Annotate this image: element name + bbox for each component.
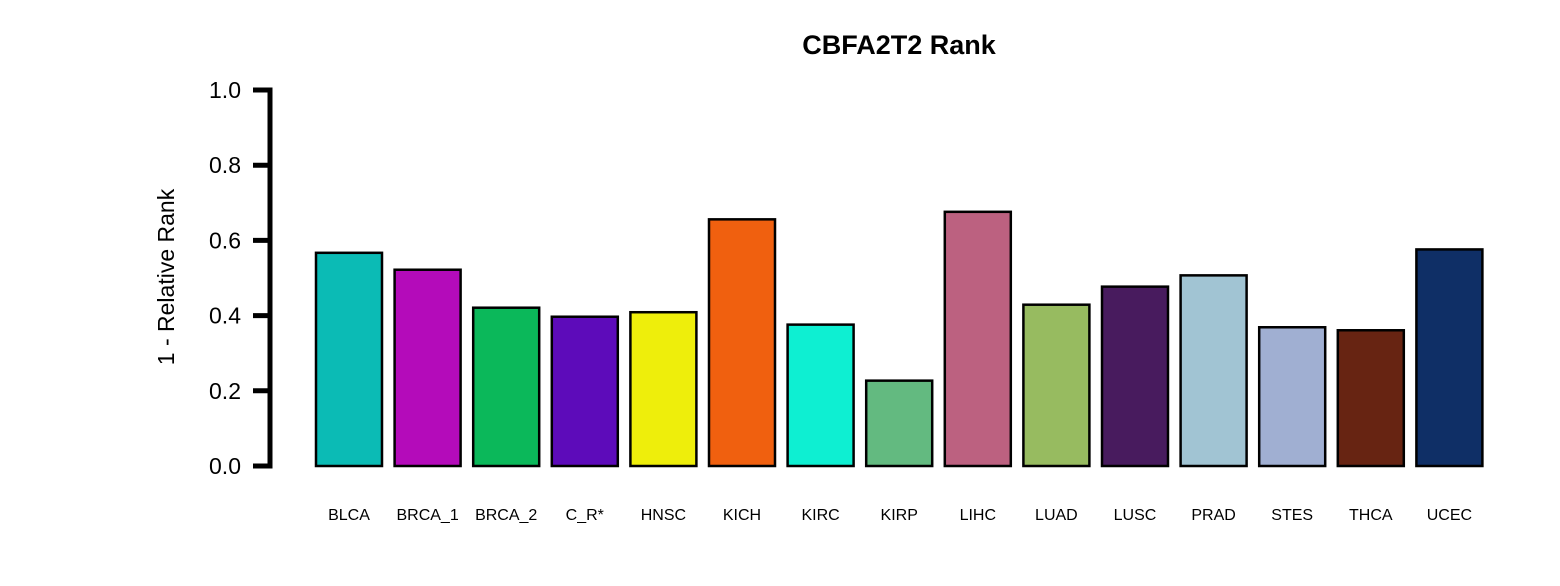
x-tick-label: HNSC [641,507,686,524]
y-tick-label: 0.2 [209,378,241,404]
x-tick-label: KIRC [801,507,839,524]
bar-kich [707,218,777,468]
chart-title: CBFA2T2 Rank [802,30,997,60]
y-axis-label: 1 - Relative Rank [153,188,179,365]
y-tick-label: 0.0 [209,453,241,479]
x-tick-label: BLCA [328,507,370,524]
x-tick-label: UCEC [1427,507,1472,524]
bar-c-r [550,315,620,468]
y-tick-label: 0.6 [209,227,241,253]
bar-brca-2 [471,306,541,468]
y-tick-label: 1.0 [209,77,241,103]
x-tick-label: BRCA_2 [475,507,537,524]
bar-luad [1022,303,1091,468]
bar-thca [1336,329,1406,468]
x-tick-label: LIHC [960,507,996,524]
bar-kirc [786,323,855,468]
bar-lihc [943,210,1013,468]
bar-ucec [1415,248,1484,468]
y-tick-label: 0.4 [209,303,241,329]
bar-series [314,210,1484,468]
bar-kirp [864,379,934,468]
bar-hnsc [629,310,698,468]
bar-brca-1 [393,268,462,468]
x-tick-label: LUSC [1114,507,1157,524]
x-tick-label: THCA [1349,507,1393,524]
bar-blca [314,251,384,468]
bar-prad [1179,274,1248,468]
x-tick-label: LUAD [1035,507,1078,524]
x-tick-label: PRAD [1191,507,1235,524]
bar-stes [1257,326,1327,468]
y-tick-label: 0.8 [209,152,241,178]
x-tick-label: C_R* [566,507,604,524]
x-axis-tick-labels: BLCA BRCA_1 BRCA_2 C_R* HNSC KICH KIRC KIRP LIHC… [328,507,1472,524]
bar-lusc [1100,285,1170,468]
y-axis: 0.0 0.2 0.4 0.6 0.8 1.0 [209,77,273,479]
x-tick-label: KICH [723,507,761,524]
x-tick-label: BRCA_1 [396,507,458,524]
x-tick-label: KIRP [881,507,918,524]
x-tick-label: STES [1271,507,1313,524]
